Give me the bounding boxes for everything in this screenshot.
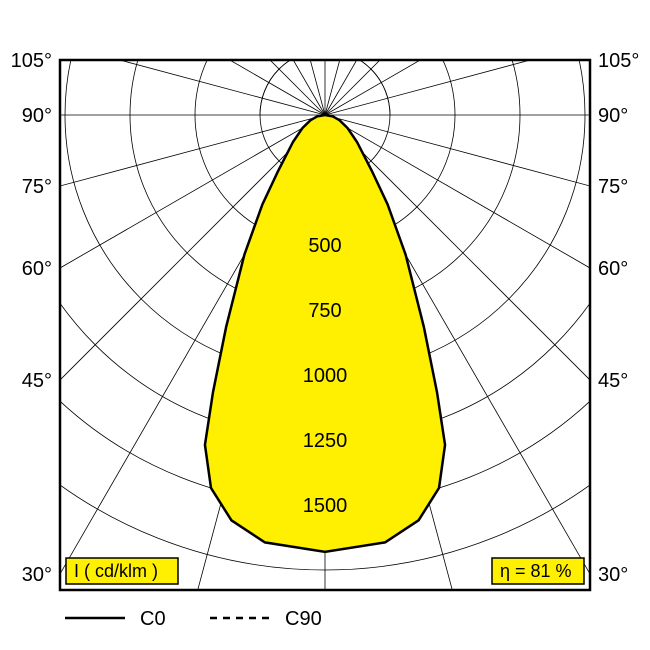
angle-label-right: 75° — [598, 176, 628, 198]
angle-label-left: 75° — [22, 176, 52, 198]
angle-label-left: 90° — [22, 105, 52, 127]
angle-label-right: 30° — [598, 564, 628, 586]
angle-label-right: 90° — [598, 105, 628, 127]
angle-labels-right: 105° 90° 75° 60° 45° 30° — [598, 50, 639, 586]
radial-label: 1250 — [303, 430, 348, 452]
radial-label: 500 — [308, 235, 341, 257]
angle-label-left: 105° — [11, 50, 52, 72]
radial-label: 750 — [308, 300, 341, 322]
polar-distribution-chart: 500 750 1000 1250 1500 105° 90° 75° 60° 45° 30° 1… — [0, 0, 650, 650]
angle-labels-left: 105° 90° 75° 60° 45° 30° — [11, 50, 52, 586]
angle-label-left: 45° — [22, 370, 52, 392]
legend: C0 C90 — [65, 608, 322, 630]
legend-label-c0: C0 — [140, 608, 166, 630]
info-box-right: η = 81 % — [492, 558, 584, 584]
radial-label: 1500 — [303, 495, 348, 517]
legend-label-c90: C90 — [285, 608, 322, 630]
angle-label-right: 45° — [598, 370, 628, 392]
info-left-label: I ( cd/klm ) — [74, 561, 158, 581]
plot-area: 500 750 1000 1250 1500 — [0, 0, 650, 650]
info-box-left: I ( cd/klm ) — [66, 558, 178, 584]
angle-label-right: 105° — [598, 50, 639, 72]
distribution-curve — [205, 115, 445, 552]
info-right-label: η = 81 % — [500, 561, 572, 581]
angle-label-right: 60° — [598, 258, 628, 280]
radial-label: 1000 — [303, 365, 348, 387]
angle-label-left: 60° — [22, 258, 52, 280]
angle-label-left: 30° — [22, 564, 52, 586]
